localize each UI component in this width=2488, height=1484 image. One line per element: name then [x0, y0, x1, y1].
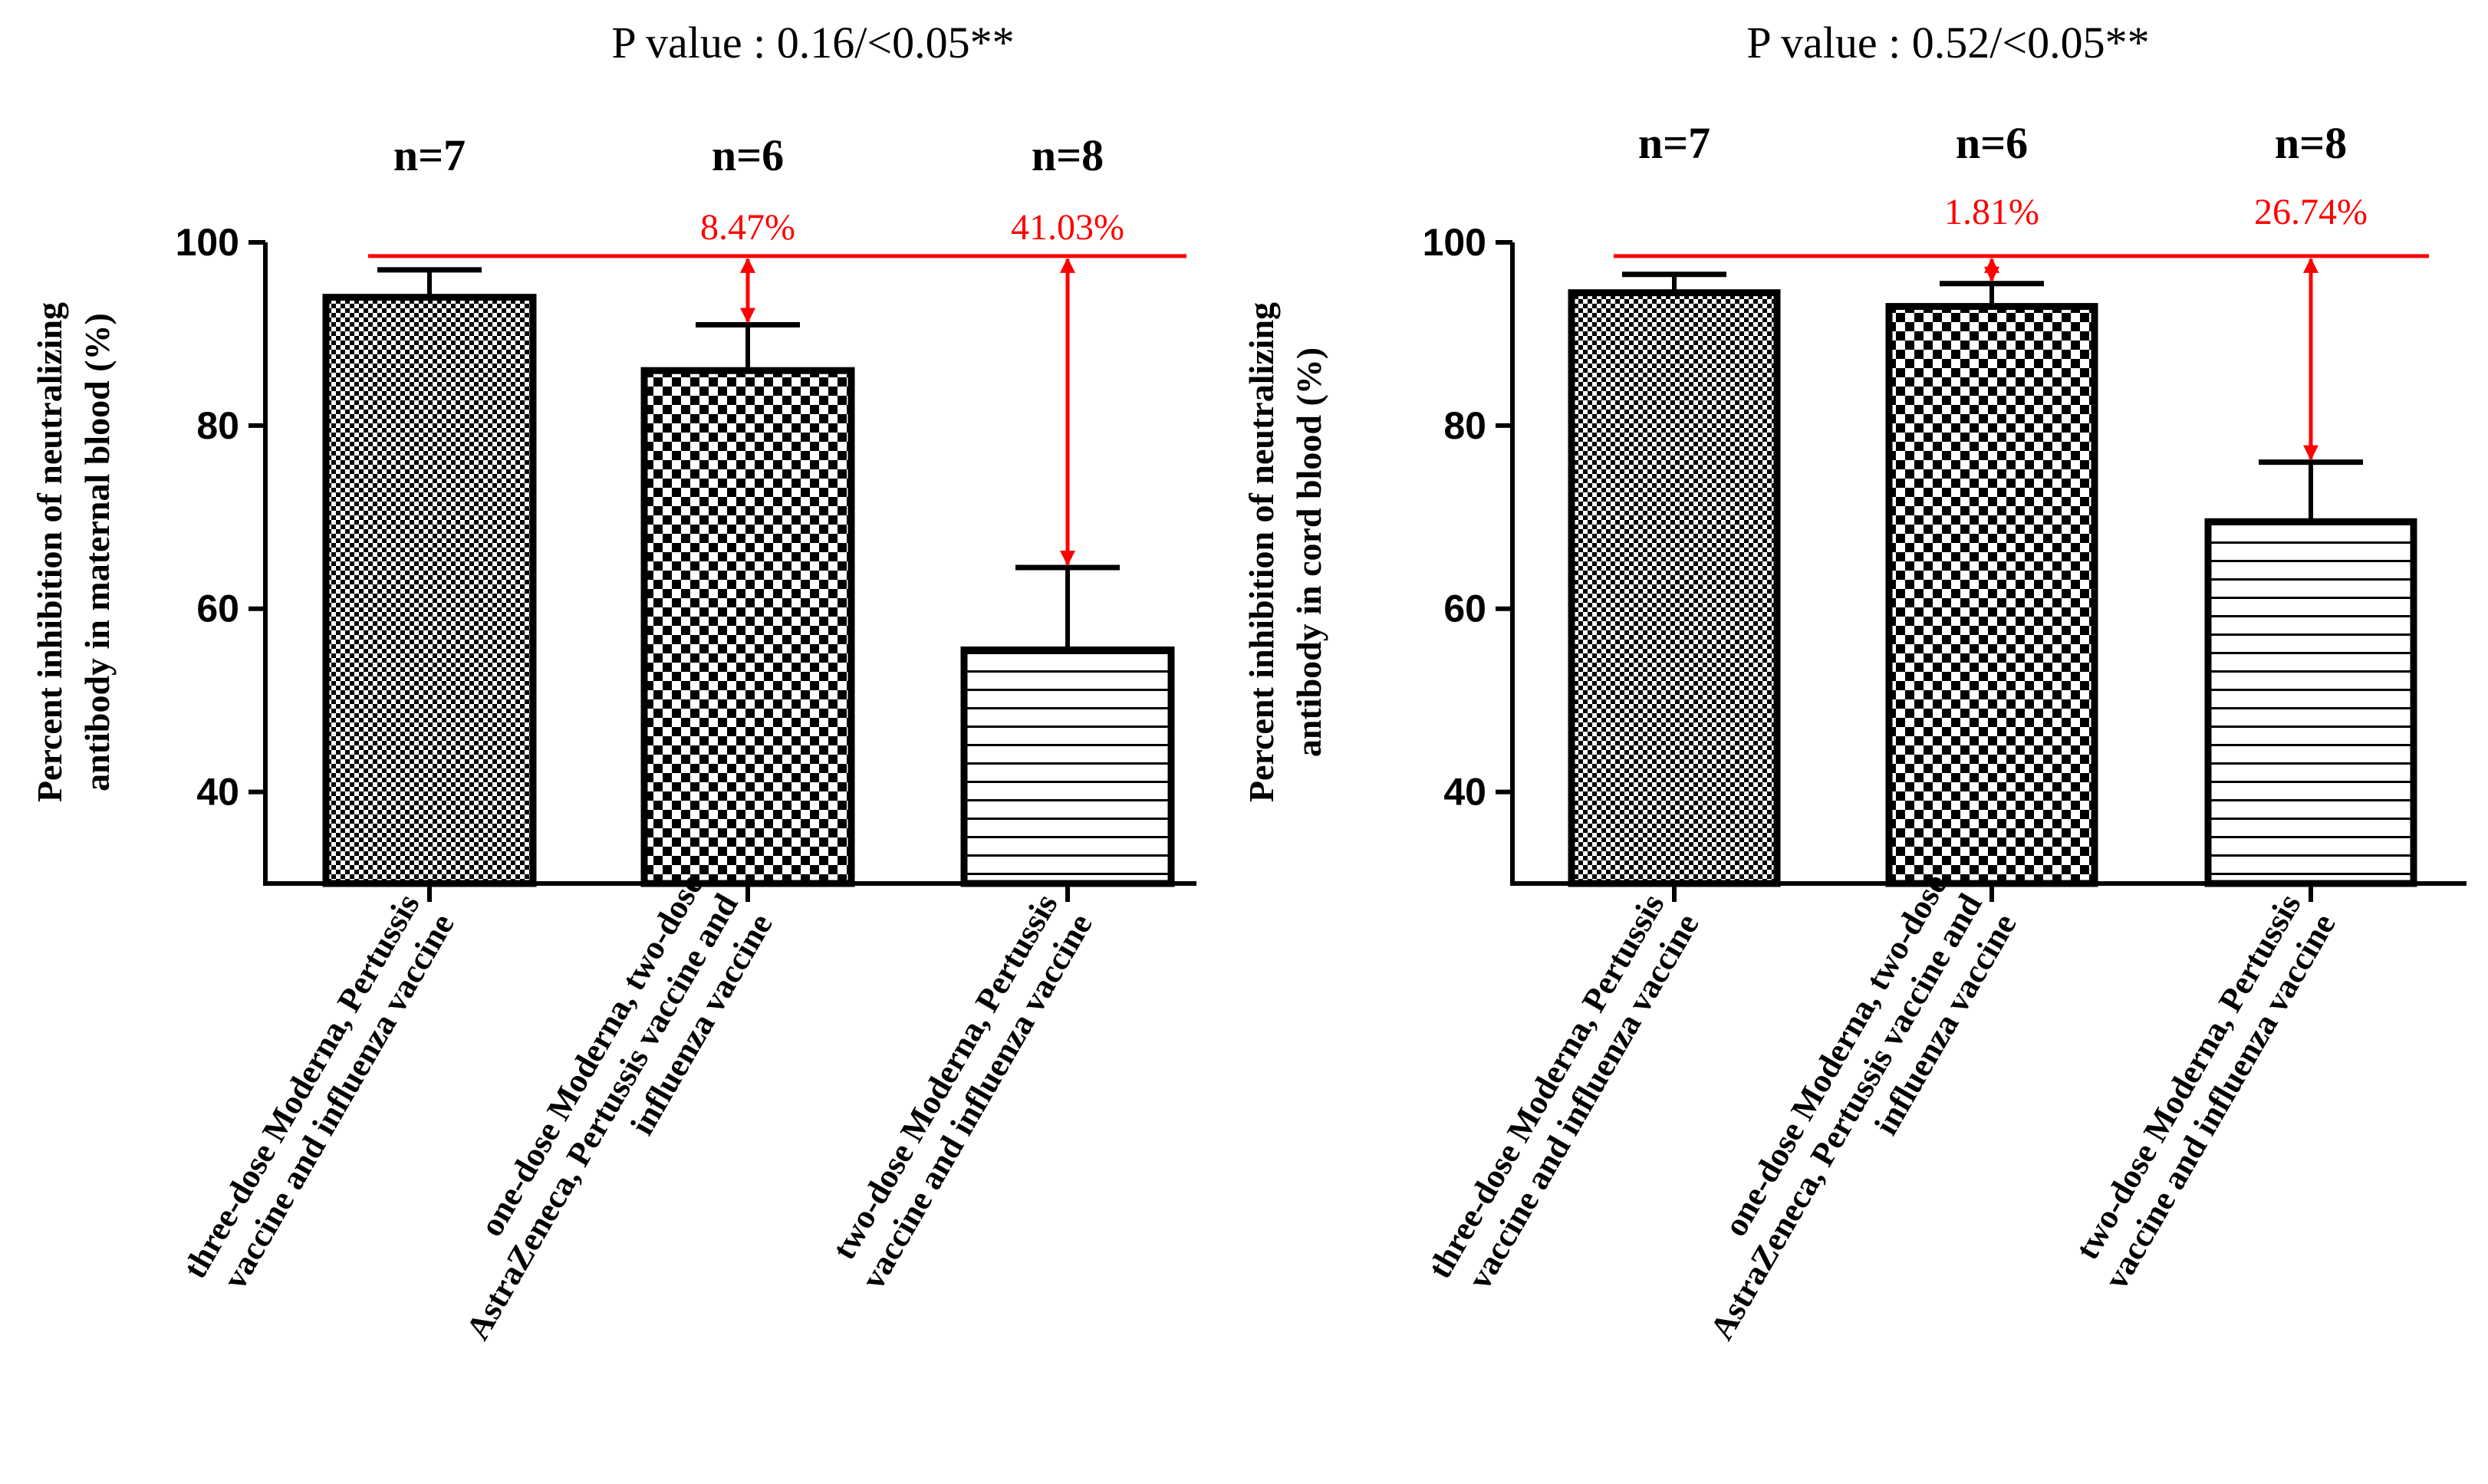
y-axis-label-line2: antibody in maternal blood (%) — [77, 313, 117, 791]
bar — [1568, 289, 1781, 887]
y-tick-label: 80 — [196, 404, 239, 447]
chart-title: P value : 0.52/<0.05** — [1746, 18, 2149, 67]
y-tick-label: 60 — [1443, 587, 1486, 630]
y-tick-label: 80 — [1443, 404, 1486, 447]
x-category-label-line: two-dose Moderna, Pertussis — [2068, 887, 2308, 1265]
x-category-label-line: vaccine and influenza vaccine — [2097, 907, 2342, 1295]
difference-label: 41.03% — [1011, 207, 1124, 248]
y-tick-label: 100 — [176, 221, 239, 264]
x-category-label-line: AstraZeneca, Pertussis vaccine and — [1703, 887, 1989, 1346]
n-label: n=7 — [393, 130, 466, 180]
difference-label: 1.81% — [1944, 192, 2039, 232]
x-category-label-line: vaccine and influenza vaccine — [854, 907, 1099, 1295]
n-label: n=8 — [2275, 118, 2347, 168]
n-label: n=7 — [1638, 118, 1710, 168]
bar — [640, 367, 855, 887]
n-label: n=6 — [1956, 118, 2028, 168]
y-tick-label: 60 — [196, 587, 239, 630]
bar — [960, 646, 1175, 887]
x-category-label-line: vaccine and influenza vaccine — [1460, 907, 1706, 1295]
y-tick-label: 40 — [196, 771, 239, 814]
x-category-label-line: three-dose Moderna, Pertussis — [1420, 887, 1671, 1285]
difference-label: 26.74% — [2254, 192, 2368, 232]
chart-title: P value : 0.16/<0.05** — [611, 18, 1014, 67]
y-tick-label: 40 — [1443, 771, 1486, 814]
y-axis-label-line1: Percent inhibition of neutralizing — [30, 302, 69, 802]
difference-label: 8.47% — [700, 207, 795, 248]
y-tick-label: 100 — [1423, 221, 1486, 264]
chart-cord: P value : 0.52/<0.05** Percent inhibitio… — [1242, 18, 2467, 1346]
y-axis-label-line1: Percent inhibition of neutralizing — [1242, 302, 1281, 802]
y-axis-label-line2: antibody in cord blood (%) — [1289, 347, 1328, 757]
bar — [2204, 518, 2417, 887]
bar — [1885, 303, 2098, 887]
n-label: n=6 — [712, 130, 784, 180]
bar — [322, 294, 537, 887]
x-category-label-line: AstraZeneca, Pertussis vaccine and — [459, 887, 745, 1346]
x-category-label-line: vaccine and influenza vaccine — [216, 907, 461, 1295]
x-category-label-line: three-dose Moderna, Pertussis — [176, 887, 426, 1285]
x-category-label-line: two-dose Moderna, Pertussis — [824, 887, 1065, 1265]
n-label: n=8 — [1032, 130, 1104, 180]
chart-maternal: P value : 0.16/<0.05** Percent inhibitio… — [30, 18, 1196, 1346]
